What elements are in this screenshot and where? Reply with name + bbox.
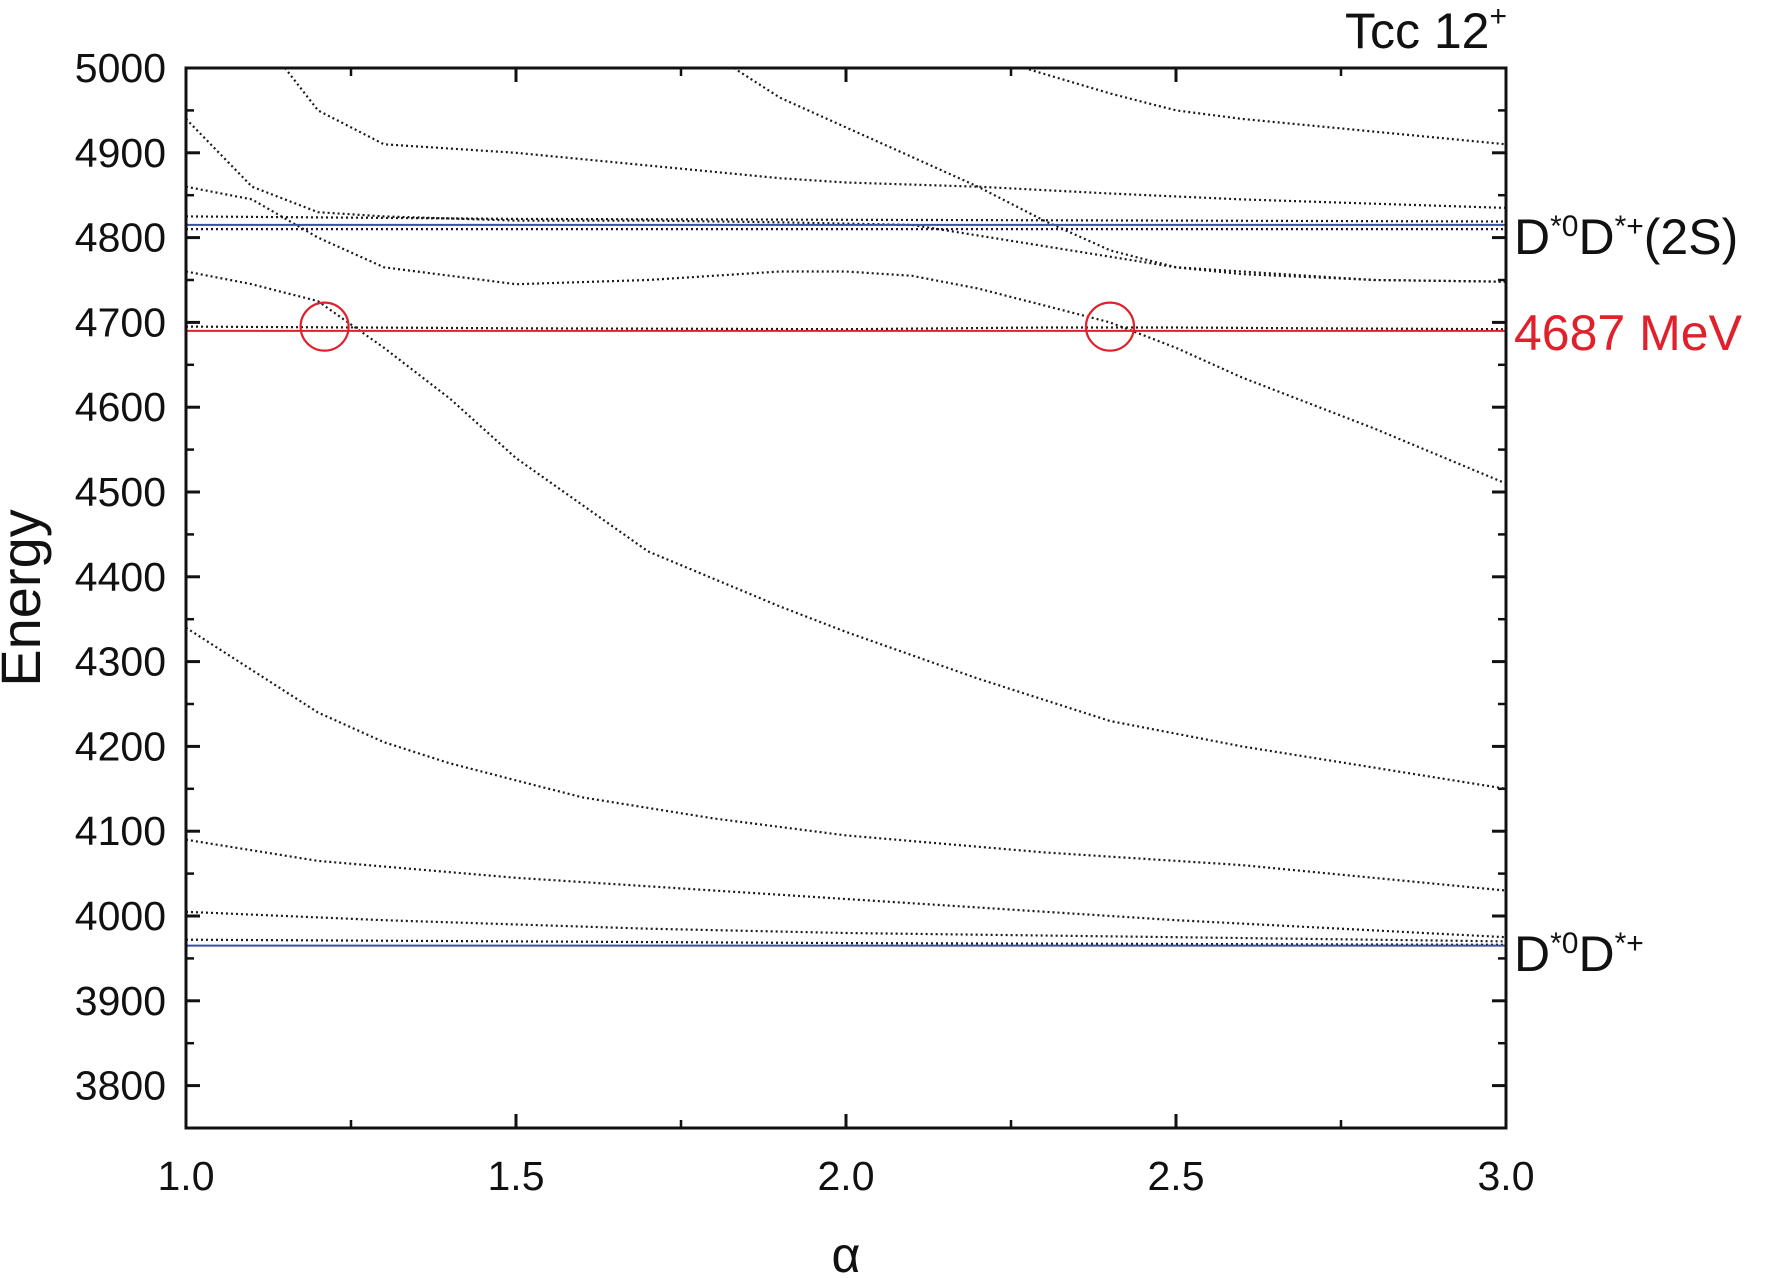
series-line-4 [185, 938, 1507, 946]
y-tick-label: 3900 [75, 978, 166, 1024]
y-tick-label: 3800 [75, 1063, 166, 1109]
highlight-circle-2 [1084, 301, 1136, 352]
label-d0d-threshold: D*0D*+ [1514, 925, 1644, 983]
y-tick-label: 4500 [75, 469, 166, 515]
axis-ticks [184, 66, 1508, 1130]
label-base: D [1578, 209, 1615, 265]
highlight-circle-1 [299, 301, 350, 352]
label-tail: (2S) [1643, 209, 1739, 265]
series-line-2 [185, 838, 1507, 939]
label-sup: *0 [1550, 927, 1579, 960]
plot-frame [184, 66, 1508, 1130]
chart-title-superscript: + [1489, 0, 1507, 33]
series-line-11 [284, 67, 1507, 209]
series-line-5 [185, 270, 1507, 790]
series-line-6 [185, 185, 1507, 485]
x-tick-label: 1.0 [158, 1153, 215, 1199]
x-tick-label: 2.0 [818, 1153, 875, 1199]
y-axis-title: Energy [0, 509, 52, 686]
y-tick-label: 4800 [75, 215, 166, 261]
label-sup: *0 [1550, 210, 1579, 243]
series-line-1 [185, 626, 1507, 892]
y-tick-label: 4400 [75, 554, 166, 600]
series-line-13 [1023, 66, 1507, 146]
highlight-circles [299, 301, 1136, 352]
label-base: D [1514, 209, 1551, 265]
label-4687-mev: 4687 MeV [1514, 305, 1742, 361]
x-tick-label: 3.0 [1478, 1153, 1535, 1199]
y-tick-label: 4100 [75, 808, 166, 854]
label-sup: *+ [1614, 210, 1644, 243]
label-base: D [1514, 926, 1551, 982]
label-base: D [1578, 926, 1615, 982]
y-tick-label: 4300 [75, 639, 166, 685]
series-line-8 [185, 325, 1507, 331]
x-tick-label: 1.5 [488, 1153, 545, 1199]
y-tick-label: 5000 [75, 45, 166, 91]
series-line-12 [733, 67, 1507, 283]
series-line-3 [185, 910, 1507, 943]
chart-title-text: Tcc 12 [1344, 3, 1490, 59]
label-d0d-2s: D*0D*+(2S) [1514, 208, 1738, 266]
series-line-9 [185, 215, 1507, 223]
series-group [185, 66, 1507, 946]
y-tick-label: 4900 [75, 130, 166, 176]
label-sup: *+ [1614, 927, 1644, 960]
y-tick-label: 4000 [75, 893, 166, 939]
reference-lines [186, 223, 1506, 947]
tick-labels: 3800 3900 4000 4100 4200 4300 4400 4500 4600 4700… [75, 45, 1535, 1199]
x-tick-label: 2.5 [1148, 1153, 1205, 1199]
y-tick-label: 4700 [75, 299, 166, 345]
y-tick-label: 4600 [75, 384, 166, 430]
y-tick-label: 4200 [75, 723, 166, 769]
series-line-7 [185, 118, 1507, 283]
x-axis-title: α [832, 1227, 861, 1278]
chart-title: Tcc 12+ [1344, 0, 1507, 60]
